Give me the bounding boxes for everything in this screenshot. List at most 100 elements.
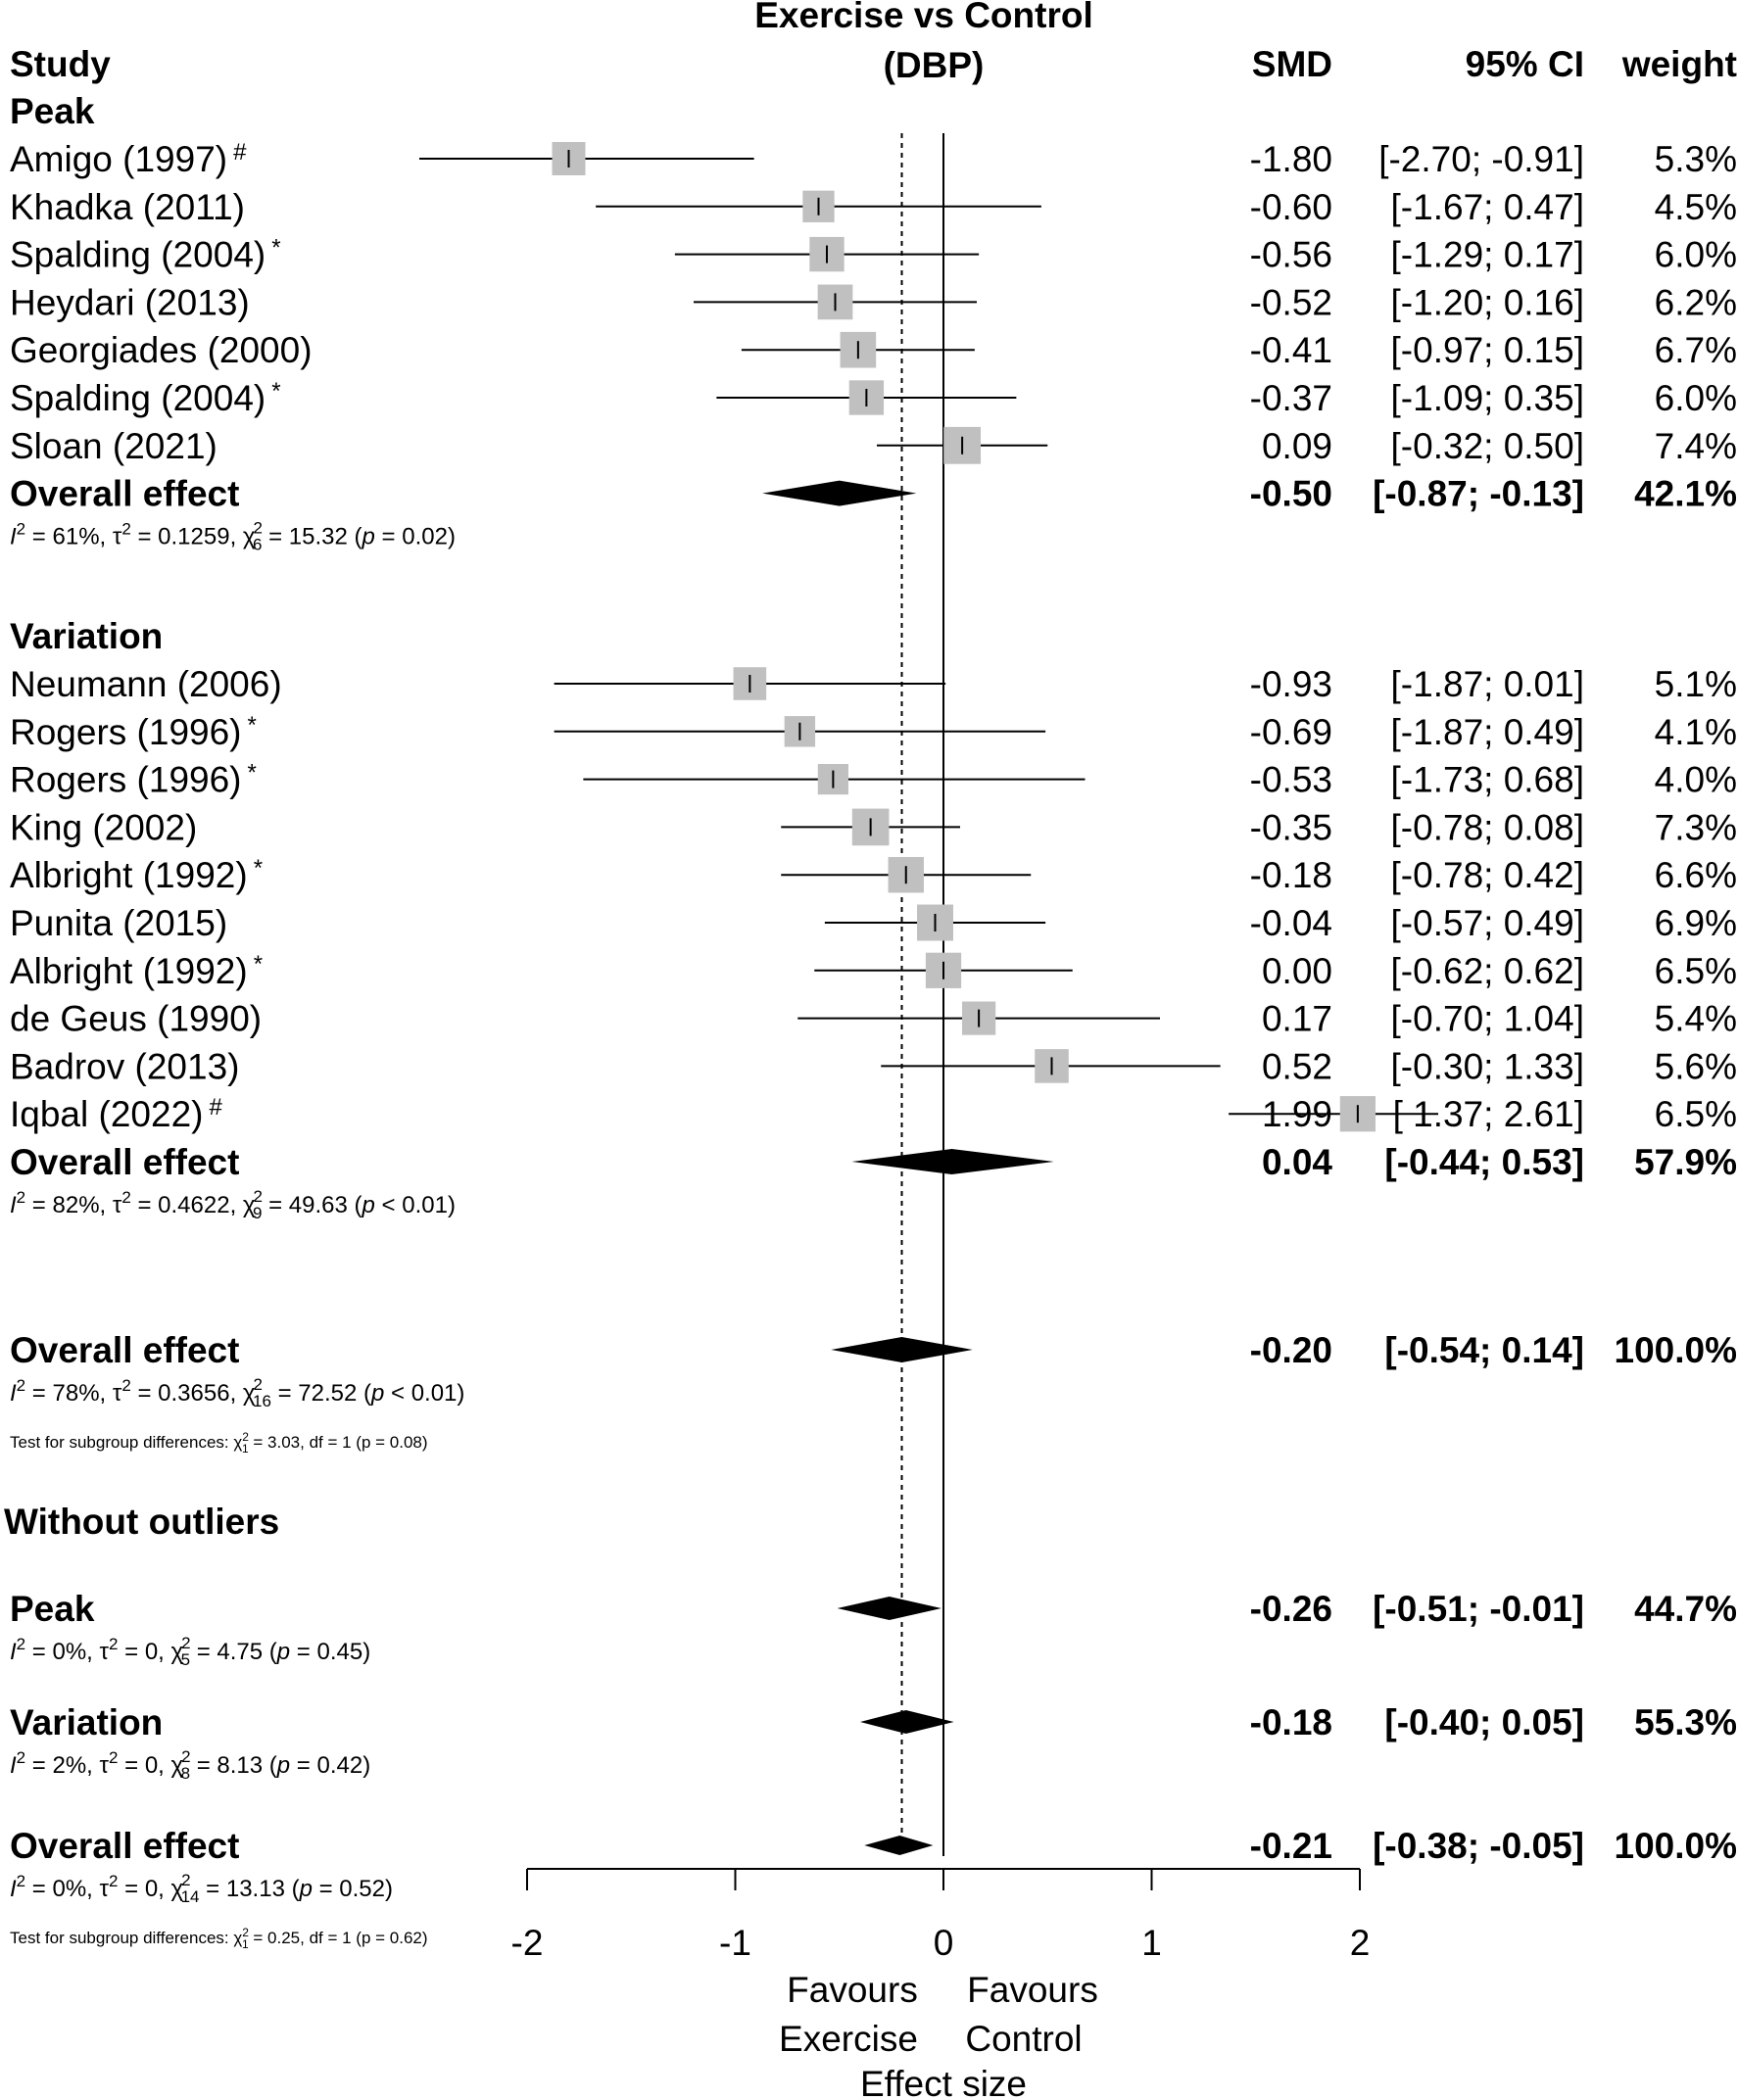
overall-heterogeneity: I2 = 78%, τ2 = 0.3656, χ2 16 = 72.52 (p <… [10,1375,464,1410]
without-outliers-variation-ci: [-0.40; 0.05] [1384,1702,1584,1742]
without-outliers-diamond [837,1597,941,1620]
subgroup-overall-label: Overall effect [10,474,239,514]
without-outliers-variation-label: Variation [10,1702,163,1742]
without-outliers-diamond [860,1710,954,1734]
subgroup-overall-ci: [-0.44; 0.53] [1384,1142,1584,1182]
study-ci: [-0.32; 0.50] [1391,426,1584,466]
study-ci: [-0.62; 0.62] [1391,951,1584,991]
without-outliers-heading: Without outliers [4,1502,279,1542]
overall-effect-smd: -0.20 [1250,1330,1332,1370]
study-smd: -0.04 [1250,903,1332,943]
study-label: Badrov (2013) [10,1046,239,1086]
study-smd: -0.56 [1250,235,1332,275]
subgroup-overall-smd: -0.50 [1250,474,1332,514]
subgroup-heterogeneity: I2 = 61%, τ2 = 0.1259, χ2 6 = 15.32 (p = … [10,519,456,554]
study-weight: 5.4% [1655,999,1737,1039]
study-weight: 6.9% [1655,903,1737,943]
study-weight: 6.0% [1655,378,1737,418]
study-weight: 6.5% [1655,1094,1737,1134]
study-label: Albright (1992) * [10,951,263,991]
study-weight: 6.7% [1655,330,1737,370]
study-smd: -0.37 [1250,378,1332,418]
study-ci: [-0.30; 1.33] [1391,1046,1584,1086]
without-outliers-subgroup-test: Test for subgroup differences: χ2 1 = 0.2… [10,1926,428,1951]
study-ci: [-0.78; 0.42] [1391,855,1584,895]
study-smd: -0.35 [1250,807,1332,847]
study-smd: -0.60 [1250,187,1332,227]
study-label: King (2002) [10,807,197,847]
without-outliers-overall-weight: 100.0% [1615,1826,1738,1866]
study-ci: [-0.70; 1.04] [1391,999,1584,1039]
subgroup-overall-smd: 0.04 [1262,1142,1332,1182]
subgroup-heading-variation: Variation [10,616,163,656]
study-weight: 4.5% [1655,187,1737,227]
x-tick-label: 0 [934,1923,954,1963]
x-tick-label: 1 [1141,1923,1162,1963]
study-label: Heydari (2013) [10,282,250,322]
study-smd: -0.53 [1250,760,1332,800]
study-weight: 5.3% [1655,139,1737,179]
favours-control-line-2: Control [965,2019,1082,2059]
without-outliers-peak-label: Peak [10,1589,95,1629]
study-ci: [-0.78; 0.08] [1391,807,1584,847]
study-ci: [-1.67; 0.47] [1391,187,1584,227]
x-tick-label: 2 [1350,1923,1371,1963]
study-weight: 6.0% [1655,235,1737,275]
study-smd: -0.93 [1250,664,1332,704]
study-smd: -0.18 [1250,855,1332,895]
study-ci: [-0.97; 0.15] [1391,330,1584,370]
title-line-1: Exercise vs Control [754,0,1092,35]
without-outliers-peak-ci: [-0.51; -0.01] [1373,1589,1584,1629]
without-outliers-heterogeneity: I2 = 0%, τ2 = 0, χ2 5 = 4.75 (p = 0.45) [10,1634,370,1669]
without-outliers-overall-ci: [-0.38; -0.05] [1373,1826,1584,1866]
study-smd: 1.99 [1262,1094,1332,1134]
x-tick-label: -1 [719,1923,751,1963]
study-label: Neumann (2006) [10,664,282,704]
study-label: Spalding (2004) * [10,378,281,418]
overall-subgroup-test: Test for subgroup differences: χ2 1 = 3.0… [10,1430,428,1456]
study-label: Rogers (1996) * [10,712,257,752]
study-ci: [-2.70; -0.91] [1378,139,1584,179]
without-outliers-peak-smd: -0.26 [1250,1589,1332,1629]
without-outliers-variation-smd: -0.18 [1250,1702,1332,1742]
study-smd: 0.52 [1262,1046,1332,1086]
without-outliers-overall-diamond [864,1836,934,1855]
study-label: Sloan (2021) [10,426,217,466]
title-line-2: (DBP) [884,45,985,85]
study-label: Rogers (1996) * [10,760,257,800]
overall-effect-weight: 100.0% [1615,1330,1738,1370]
study-ci: [ 1.37; 2.61] [1393,1094,1584,1134]
favours-exercise-line-1: Favours [787,1970,918,2010]
study-weight: 5.6% [1655,1046,1737,1086]
subgroup-overall-weight: 57.9% [1634,1142,1737,1182]
study-label: Amigo (1997) # [10,139,247,179]
subgroup-overall-diamond [851,1149,1054,1174]
study-label: Albright (1992) * [10,855,263,895]
without-outliers-overall-label: Overall effect [10,1826,239,1866]
study-smd: -0.41 [1250,330,1332,370]
study-weight: 6.5% [1655,951,1737,991]
study-ci: [-1.09; 0.35] [1391,378,1584,418]
without-outliers-peak-weight: 44.7% [1634,1589,1737,1629]
overall-effect-label: Overall effect [10,1330,239,1370]
study-weight: 5.1% [1655,664,1737,704]
subgroup-heterogeneity: I2 = 82%, τ2 = 0.4622, χ2 9 = 49.63 (p < … [10,1187,456,1222]
study-weight: 4.1% [1655,712,1737,752]
study-smd: 0.09 [1262,426,1332,466]
study-label: Punita (2015) [10,903,227,943]
without-outliers-overall-smd: -0.21 [1250,1826,1332,1866]
column-header-smd: SMD [1252,44,1332,84]
study-smd: 0.00 [1262,951,1332,991]
overall-effect-ci: [-0.54; 0.14] [1384,1330,1584,1370]
subgroup-overall-label: Overall effect [10,1142,239,1182]
study-weight: 4.0% [1655,760,1737,800]
study-ci: [-1.87; 0.49] [1391,712,1584,752]
study-smd: -0.52 [1250,282,1332,322]
without-outliers-overall-heterogeneity: I2 = 0%, τ2 = 0, χ2 14 = 13.13 (p = 0.52) [10,1871,393,1906]
without-outliers-heterogeneity: I2 = 2%, τ2 = 0, χ2 8 = 8.13 (p = 0.42) [10,1747,370,1783]
study-weight: 6.6% [1655,855,1737,895]
subgroup-heading-peak: Peak [10,91,95,131]
study-smd: -1.80 [1250,139,1332,179]
column-header-ci: 95% CI [1466,44,1584,84]
